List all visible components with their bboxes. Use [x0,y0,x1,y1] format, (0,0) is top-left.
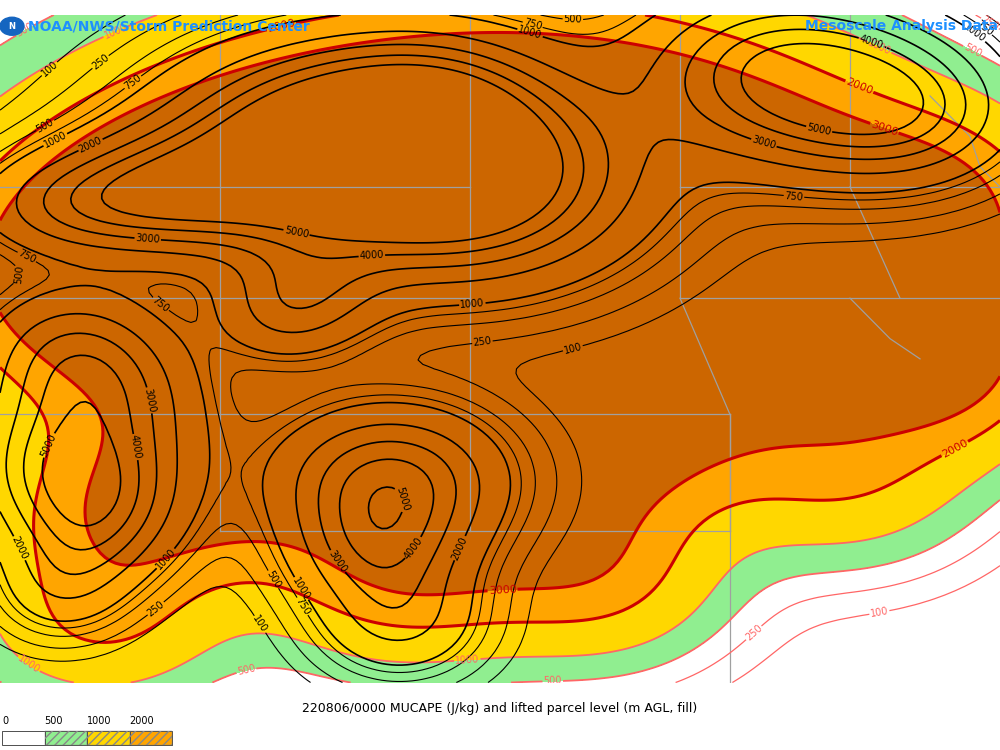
Text: 2000: 2000 [844,76,874,97]
Text: 5000: 5000 [394,485,411,512]
Text: 2000: 2000 [450,535,469,562]
Text: 1000: 1000 [291,575,312,602]
Text: 5000: 5000 [39,432,58,458]
Point [0,676,8,688]
Text: 500: 500 [35,116,56,134]
Text: 4000: 4000 [129,434,143,460]
Text: 2000: 2000 [130,716,154,726]
Text: 1000: 1000 [962,22,988,45]
Point [0,676,8,688]
Text: 750: 750 [522,17,543,32]
Text: 500: 500 [962,42,983,59]
Text: 1000: 1000 [460,298,485,310]
Text: 1000: 1000 [87,716,112,726]
Text: 750: 750 [784,190,804,202]
Point [0,676,8,688]
Bar [2,731,45,745]
Point [0,676,8,688]
Bar [45,731,87,745]
Text: 1000: 1000 [102,22,129,41]
Text: 3000: 3000 [870,119,899,137]
Text: 500: 500 [563,14,582,25]
Text: 0: 0 [2,716,8,726]
Text: 2000: 2000 [940,437,970,460]
Text: 5000: 5000 [283,225,310,240]
Text: 1000: 1000 [866,38,893,57]
Text: 250: 250 [90,53,111,71]
Text: 1000: 1000 [455,654,480,666]
Text: 4000: 4000 [359,250,384,261]
Text: 750: 750 [122,73,143,92]
Text: 2000: 2000 [267,18,296,34]
Text: 100: 100 [251,614,269,634]
Text: 3000: 3000 [143,387,157,413]
Text: 220806/0000 MUCAPE (J/kg) and lifted parcel level (m AGL, fill): 220806/0000 MUCAPE (J/kg) and lifted par… [302,702,698,715]
Text: 100: 100 [39,59,60,79]
Bar [87,731,130,745]
Text: 3000: 3000 [488,584,517,596]
Bar [130,731,172,745]
Text: 3000: 3000 [751,135,777,152]
Text: 500: 500 [264,569,282,590]
Text: 3000: 3000 [326,548,348,574]
Text: 500: 500 [236,663,256,677]
Text: 1000: 1000 [16,653,42,676]
Text: 4000: 4000 [858,33,885,50]
Text: 1000: 1000 [517,25,543,41]
Text: 500: 500 [15,22,36,39]
Text: 750: 750 [293,596,312,617]
Text: NOAA/NWS/Storm Prediction Center: NOAA/NWS/Storm Prediction Center [28,20,310,33]
Text: 1000: 1000 [154,546,178,572]
Text: 250: 250 [743,623,764,643]
Bar [130,731,172,745]
Text: 2000: 2000 [77,135,104,154]
Bar [87,731,130,745]
Text: 250: 250 [473,336,492,348]
Text: N: N [8,22,16,31]
Text: 750: 750 [973,19,994,38]
Text: 2000: 2000 [10,535,30,561]
Text: 250: 250 [145,598,166,618]
Text: 500: 500 [13,265,25,284]
Text: 500: 500 [45,716,63,726]
Text: Mesoscale Analysis Data: Mesoscale Analysis Data [805,20,998,33]
Text: 750: 750 [16,248,37,266]
Text: 100: 100 [563,341,583,356]
Text: 5000: 5000 [806,122,832,137]
Text: 100: 100 [869,606,889,619]
Text: 1000: 1000 [42,130,68,150]
Text: 750: 750 [150,294,171,314]
Text: 250: 250 [979,14,1000,32]
Text: 500: 500 [543,676,562,686]
Text: 3000: 3000 [135,233,160,244]
Bar [45,731,87,745]
Text: 4000: 4000 [402,536,425,561]
